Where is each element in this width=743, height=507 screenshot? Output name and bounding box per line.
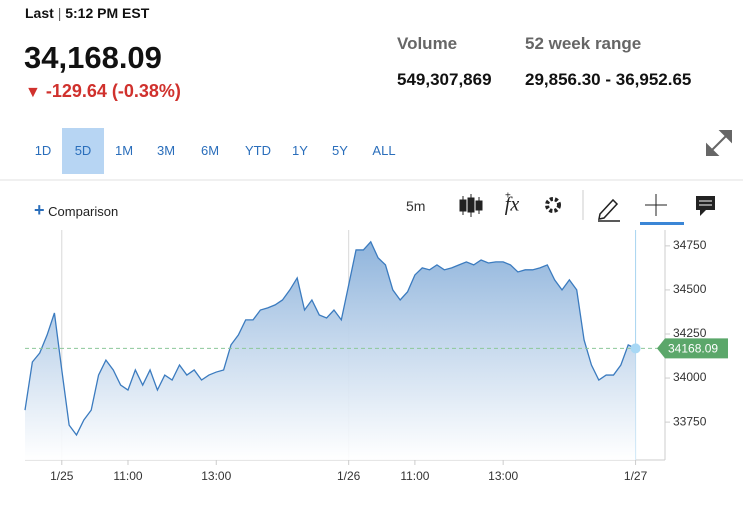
x-tick-label: 1/26 — [337, 469, 361, 483]
x-tick-label: 1/27 — [624, 469, 648, 483]
expand-icon[interactable] — [706, 130, 732, 156]
range-tab[interactable]: 1Y — [292, 143, 308, 158]
change-value: -129.64 (-0.38%) — [45, 81, 181, 101]
down-arrow: ▼ — [25, 84, 41, 101]
stat-label: Volume — [397, 34, 458, 53]
x-tick-label: 11:00 — [400, 469, 429, 483]
last-price-badge — [657, 338, 728, 359]
x-tick-label: 1/25 — [50, 469, 74, 483]
plus-icon: + — [34, 200, 45, 220]
candles-icon[interactable] — [459, 194, 483, 217]
active-tool-underline — [640, 222, 684, 225]
x-tick-label: 13:00 — [201, 469, 231, 483]
quote-time: Last | 5:12 PM EST — [25, 5, 149, 21]
comparison-button[interactable]: + Comparison — [34, 200, 118, 221]
range-tab[interactable]: 1M — [114, 143, 134, 158]
stat-value: 29,856.30 - 36,952.65 — [525, 70, 692, 89]
comparison-label: Comparison — [48, 204, 119, 219]
range-tab[interactable]: YTD — [245, 143, 271, 158]
x-tick-label: 13:00 — [488, 469, 518, 483]
change: ▼ -129.64 (-0.38%) — [25, 81, 181, 102]
crosshair-icon[interactable] — [645, 194, 667, 216]
last-label: Last — [25, 5, 54, 21]
settings-icon[interactable] — [545, 197, 561, 213]
range-tab[interactable]: 6M — [200, 143, 220, 158]
range-tab[interactable]: 1D — [34, 143, 52, 158]
y-tick-label: 34250 — [673, 326, 707, 340]
notes-icon[interactable] — [696, 196, 715, 216]
last-point — [630, 343, 641, 354]
draw-icon[interactable] — [598, 198, 620, 222]
y-tick-label: 34500 — [673, 282, 707, 296]
separator: | — [57, 5, 62, 21]
price: 34,168.09 — [24, 40, 162, 75]
last-price-label: 34168.09 — [668, 342, 718, 356]
range-tab[interactable]: 3M — [156, 143, 176, 158]
y-tick-label: 34000 — [673, 370, 707, 384]
range-tab[interactable]: ALL — [372, 143, 396, 158]
area — [25, 241, 636, 460]
range-tab[interactable]: 5Y — [332, 143, 348, 158]
x-tick-label: 11:00 — [113, 469, 142, 483]
fx-plus: + — [505, 191, 511, 202]
price-line — [24, 240, 636, 437]
time: 5:12 PM EST — [65, 5, 150, 21]
interval-button[interactable]: 5m — [406, 198, 426, 214]
y-tick-label: 34750 — [673, 238, 707, 252]
stat-value: 549,307,869 — [397, 70, 492, 89]
stat-label: 52 week range — [525, 34, 642, 53]
y-tick-label: 33750 — [673, 414, 707, 428]
range-tab[interactable]: 5D — [62, 128, 104, 174]
fx-icon[interactable]: fx — [505, 194, 520, 216]
